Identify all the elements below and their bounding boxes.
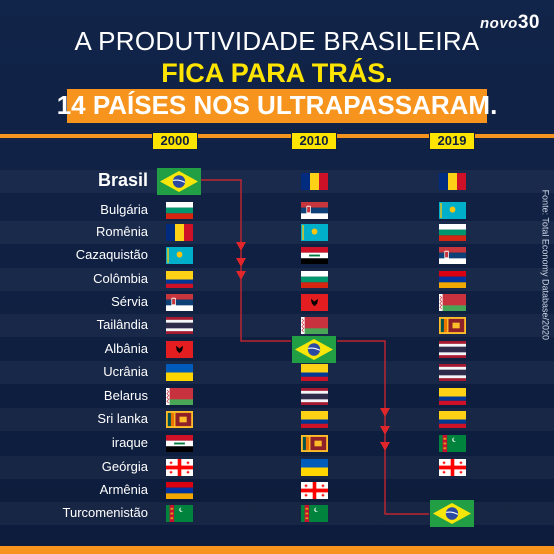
kazakhstan-flag-icon: [438, 201, 466, 219]
country-label: Sri lanka: [97, 411, 148, 426]
georgia-flag-icon: [438, 458, 466, 476]
country-label: iraque: [111, 435, 148, 450]
srilanka-flag-icon: [165, 410, 193, 428]
turkmenistan-flag-icon: [438, 434, 466, 452]
thailand-flag-icon: [300, 387, 328, 405]
arrow-icon: [236, 271, 246, 280]
bulgaria-flag-icon: [438, 223, 466, 241]
brazil-flag-icon: [430, 499, 474, 527]
belarus-flag-icon: [300, 316, 328, 334]
year-header-2019: 2019: [429, 132, 475, 150]
title-highlight-box: [67, 89, 487, 123]
orange-divider: [0, 134, 554, 138]
kazakhstan-flag-icon: [165, 246, 193, 264]
georgia-flag-icon: [300, 481, 328, 499]
row-stripe: [0, 170, 554, 193]
row-stripe: [0, 221, 554, 244]
serbia-flag-icon: [165, 293, 193, 311]
brazil-flag-icon: [157, 167, 201, 195]
belarus-flag-icon: [165, 387, 193, 405]
country-label: Cazaquistão: [75, 247, 148, 262]
srilanka-flag-icon: [438, 316, 466, 334]
albania-flag-icon: [165, 340, 193, 358]
thailand-flag-icon: [438, 340, 466, 358]
row-stripe: [0, 314, 554, 337]
albania-flag-icon: [300, 293, 328, 311]
country-label: Geórgia: [101, 459, 148, 474]
orange-footer-bar: [0, 546, 554, 554]
romania-flag-icon: [165, 223, 193, 241]
arrow-icon: [236, 258, 246, 267]
country-label: Bulgária: [100, 202, 148, 217]
arrow-icon: [380, 408, 390, 417]
iraq-flag-icon: [165, 434, 193, 452]
country-label: Ucrânia: [103, 364, 148, 379]
year-header-2000: 2000: [152, 132, 198, 150]
colombia-flag-icon: [438, 410, 466, 428]
row-stripe: [0, 456, 554, 479]
belarus-flag-icon: [438, 293, 466, 311]
country-label: Belarus: [103, 388, 148, 403]
ukraine-flag-icon: [165, 363, 193, 381]
thailand-flag-icon: [438, 363, 466, 381]
bulgaria-flag-icon: [300, 270, 328, 288]
arrow-icon: [380, 426, 390, 435]
colombia-flag-icon: [300, 410, 328, 428]
country-label: Turcomenistão: [62, 505, 149, 520]
georgia-flag-icon: [165, 458, 193, 476]
armenia-flag-icon: [438, 270, 466, 288]
colombia-flag-icon: [438, 387, 466, 405]
country-label: Colômbia: [93, 271, 148, 286]
country-label: Armênia: [99, 482, 148, 497]
kazakhstan-flag-icon: [300, 223, 328, 241]
turkmenistan-flag-icon: [165, 504, 193, 522]
srilanka-flag-icon: [300, 434, 328, 452]
country-label: Sérvia: [111, 294, 148, 309]
colombia-flag-icon: [300, 363, 328, 381]
logo-number: 30: [517, 12, 540, 33]
iraq-flag-icon: [300, 246, 328, 264]
year-header-2010: 2010: [291, 132, 337, 150]
serbia-flag-icon: [438, 246, 466, 264]
bulgaria-flag-icon: [165, 201, 193, 219]
romania-flag-icon: [438, 172, 466, 190]
connector-2000-2010: [199, 179, 291, 342]
row-stripe: [0, 408, 554, 431]
title-line-3: 14 PAÍSES NOS ULTRAPASSARAM.: [56, 90, 498, 120]
colombia-flag-icon: [165, 270, 193, 288]
country-label: Romênia: [95, 224, 148, 239]
romania-flag-icon: [300, 172, 328, 190]
turkmenistan-flag-icon: [300, 504, 328, 522]
row-stripe: [0, 268, 554, 291]
serbia-flag-icon: [300, 201, 328, 219]
brazil-flag-icon: [292, 335, 336, 363]
title-line-1: A PRODUTIVIDADE BRASILEIRA: [74, 26, 480, 56]
armenia-flag-icon: [165, 481, 193, 499]
country-label: Brasil: [97, 170, 148, 190]
arrow-icon: [380, 442, 390, 451]
arrow-icon: [236, 242, 246, 251]
row-stripe: [0, 502, 554, 525]
brand-logo: novo30: [480, 12, 540, 34]
ukraine-flag-icon: [300, 458, 328, 476]
country-label: Tailândia: [96, 317, 148, 332]
source-note: Fonte: Total Economy Database/2020: [540, 189, 550, 340]
country-label: Albânia: [104, 341, 148, 356]
thailand-flag-icon: [165, 316, 193, 334]
row-stripe: [0, 361, 554, 384]
logo-prefix: novo: [480, 15, 518, 32]
title-line-2: FICA PARA TRÁS.: [161, 58, 393, 88]
